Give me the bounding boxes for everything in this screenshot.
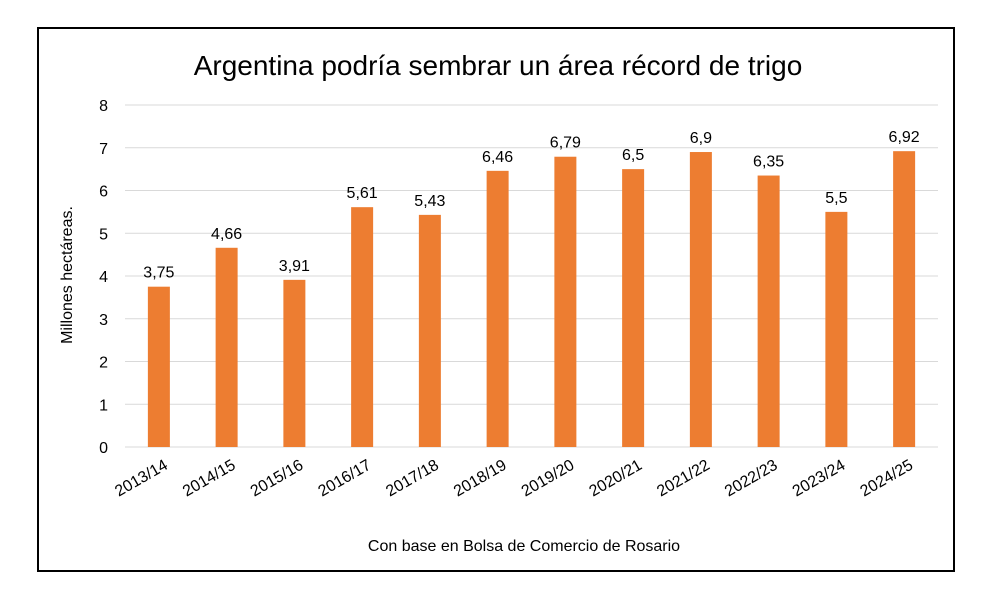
y-tick-label: 1 [99, 397, 108, 414]
x-tick-label: 2018/19 [451, 457, 510, 501]
bar [554, 156, 577, 448]
x-tick-label: 2021/22 [654, 457, 713, 501]
y-tick-label: 0 [99, 440, 108, 457]
data-label: 6,9 [690, 130, 712, 147]
bar [283, 279, 306, 447]
data-label: 5,5 [825, 190, 847, 207]
bar [825, 211, 848, 447]
bar [351, 207, 374, 447]
x-tick-label: 2013/14 [112, 457, 171, 501]
x-tick-label: 2019/20 [519, 457, 578, 501]
data-label: 6,92 [889, 129, 920, 146]
bar [757, 175, 780, 447]
data-label: 4,66 [211, 226, 242, 243]
x-tick-label: 2020/21 [587, 457, 646, 501]
data-label: 6,79 [550, 135, 581, 152]
bar [486, 170, 509, 447]
x-tick-label: 2016/17 [316, 457, 375, 501]
gridlines [125, 104, 938, 448]
x-tick-label: 2023/24 [790, 457, 849, 501]
bars [147, 151, 916, 448]
data-label: 3,91 [279, 258, 310, 275]
data-label: 6,46 [482, 149, 513, 166]
y-tick-label: 2 [99, 355, 108, 372]
y-tick-label: 5 [99, 226, 108, 243]
bar [893, 151, 916, 448]
y-axis-title: Millones hectáreas. [59, 206, 76, 344]
bar [418, 214, 441, 447]
data-label: 6,5 [622, 147, 644, 164]
x-axis-ticks: 2013/14 2014/15 2015/16 2016/17 2017/18 2018/… [112, 457, 916, 501]
y-axis-ticks: 0 1 2 3 4 5 6 7 8 [99, 98, 108, 457]
y-tick-label: 8 [99, 98, 108, 115]
bar [147, 286, 170, 447]
bar [215, 247, 238, 447]
x-tick-label: 2022/23 [722, 457, 781, 501]
y-tick-label: 7 [99, 141, 108, 158]
data-label: 5,61 [347, 185, 378, 202]
data-label: 6,35 [753, 154, 784, 171]
x-tick-label: 2014/15 [180, 457, 239, 501]
y-tick-label: 6 [99, 184, 108, 201]
chart-title: Argentina podría sembrar un área récord … [194, 50, 803, 81]
bar [689, 152, 712, 447]
data-labels: 3,75 4,66 3,91 5,61 5,43 6,46 6,79 6,5 6,9 6,35 5,… [143, 129, 919, 282]
bar [622, 169, 645, 447]
y-tick-label: 3 [99, 312, 108, 329]
data-label: 5,43 [414, 193, 445, 210]
x-tick-label: 2017/18 [383, 457, 442, 501]
x-axis-title: Con base en Bolsa de Comercio de Rosario [368, 538, 680, 555]
y-tick-label: 4 [99, 269, 108, 286]
x-tick-label: 2015/16 [248, 457, 307, 501]
x-tick-label: 2024/25 [858, 457, 917, 501]
data-label: 3,75 [143, 265, 174, 282]
